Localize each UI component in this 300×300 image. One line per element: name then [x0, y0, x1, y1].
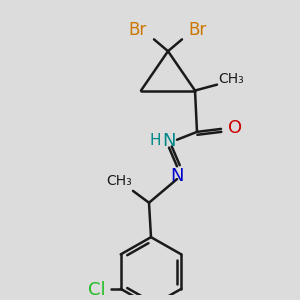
Text: O: O — [228, 119, 242, 137]
Text: Br: Br — [129, 20, 147, 38]
Text: N: N — [162, 132, 176, 150]
Text: CH₃: CH₃ — [106, 174, 132, 188]
Text: H: H — [149, 133, 161, 148]
Text: Cl: Cl — [88, 281, 106, 299]
Text: Br: Br — [189, 20, 207, 38]
Text: N: N — [170, 167, 184, 185]
Text: CH₃: CH₃ — [218, 72, 244, 86]
